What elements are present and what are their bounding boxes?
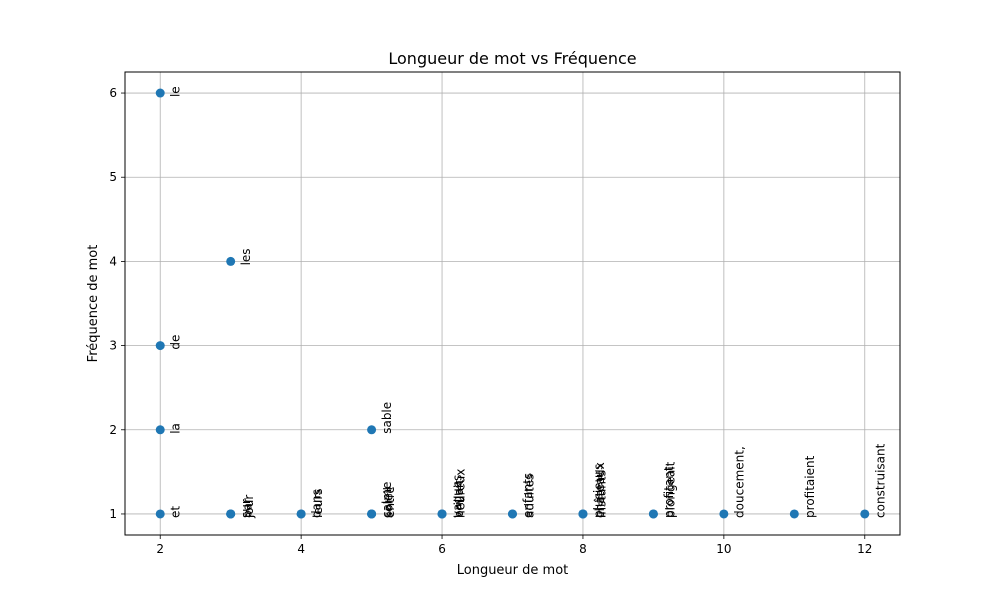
data-point xyxy=(155,425,165,435)
point-label: sable xyxy=(380,402,394,434)
data-point xyxy=(155,341,165,351)
data-point xyxy=(155,88,165,98)
x-tick-label: 8 xyxy=(579,542,587,556)
data-point xyxy=(367,509,377,519)
y-tick-label: 4 xyxy=(109,254,117,268)
point-label: leurs xyxy=(311,488,325,518)
grid-lines xyxy=(125,72,900,535)
point-label: dans xyxy=(310,489,324,518)
data-point xyxy=(789,509,799,519)
point-label: de xyxy=(169,335,183,350)
point-label: calme xyxy=(380,482,394,518)
chart-title: Longueur de mot vs Fréquence xyxy=(388,49,636,68)
x-axis-label: Longueur de mot xyxy=(457,563,569,578)
data-points xyxy=(155,88,870,519)
y-tick-label: 3 xyxy=(109,339,117,353)
data-point xyxy=(226,509,236,519)
data-point xyxy=(860,509,870,519)
data-point xyxy=(367,425,377,435)
point-label: construisant xyxy=(873,443,887,518)
x-tick-label: 6 xyxy=(438,542,446,556)
point-label: vagues xyxy=(451,475,465,518)
y-axis-label: Fréquence de mot xyxy=(86,245,101,363)
y-tick-label: 2 xyxy=(109,423,117,437)
data-point xyxy=(578,509,588,519)
y-tick-label: 6 xyxy=(109,86,117,100)
data-point xyxy=(226,256,236,266)
x-axis-ticks: 2 4 6 8 10 12 xyxy=(156,535,872,556)
point-label: jour xyxy=(242,495,256,519)
point-label: enfants xyxy=(521,473,535,518)
point-label: heureux xyxy=(454,469,468,518)
point-label: la xyxy=(169,423,183,434)
x-tick-label: 10 xyxy=(716,542,731,556)
point-label: soleil xyxy=(382,487,396,518)
point-label: entre xyxy=(383,486,397,518)
point-label: plongeait xyxy=(663,461,677,518)
x-tick-label: 12 xyxy=(857,542,872,556)
point-label: plusieurs xyxy=(591,464,605,518)
x-tick-label: 2 xyxy=(156,542,164,556)
point-label: adultes xyxy=(523,474,537,518)
y-axis-ticks: 1 2 3 4 5 6 xyxy=(109,86,125,521)
data-point xyxy=(437,509,447,519)
point-label: le xyxy=(169,86,183,97)
point-label: les xyxy=(239,248,253,265)
point-label: doucement, xyxy=(732,446,746,518)
data-point xyxy=(155,509,165,519)
data-point xyxy=(719,509,729,519)
point-label: châteaux xyxy=(593,462,607,518)
data-point xyxy=(648,509,658,519)
point-label: brillait xyxy=(452,480,466,518)
y-tick-label: 1 xyxy=(109,507,117,521)
point-label: instants xyxy=(594,470,608,518)
x-tick-label: 4 xyxy=(297,542,305,556)
plot-frame xyxy=(124,71,901,536)
point-label: par xyxy=(241,498,255,518)
point-label: et xyxy=(169,506,183,518)
y-tick-label: 5 xyxy=(109,170,117,184)
point-label: sur xyxy=(239,499,253,518)
point-label: profitaient xyxy=(803,455,817,518)
data-point xyxy=(508,509,517,519)
data-point xyxy=(296,509,306,519)
point-label: profitant xyxy=(662,466,676,518)
